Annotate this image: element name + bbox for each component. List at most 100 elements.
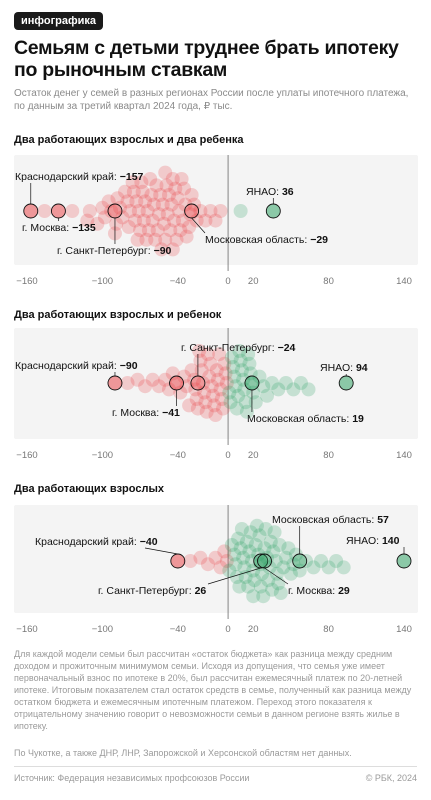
data-point	[145, 372, 160, 387]
data-point	[165, 172, 180, 186]
data-point	[205, 388, 220, 403]
data-point	[174, 172, 189, 186]
tick-label: 140	[396, 450, 412, 461]
data-point	[182, 220, 197, 234]
data-point	[192, 344, 207, 358]
data-point	[234, 522, 249, 536]
data-point	[266, 544, 281, 559]
data-point	[37, 204, 52, 218]
tick-label: −40	[170, 624, 186, 635]
data-point	[203, 204, 218, 218]
data-point	[151, 207, 166, 222]
data-point	[158, 372, 173, 387]
data-point	[173, 223, 188, 238]
data-point	[128, 213, 143, 228]
data-point	[153, 188, 168, 202]
data-point	[271, 382, 286, 397]
point-label: ЯНАО: 140	[346, 535, 400, 547]
tick-label: 0	[225, 276, 230, 287]
label-leader	[144, 547, 178, 555]
data-point	[134, 175, 149, 190]
data-point	[231, 531, 246, 546]
data-point	[189, 392, 204, 406]
data-point	[249, 518, 264, 533]
point-label: Московская область: 57	[272, 514, 389, 526]
data-point	[162, 188, 177, 202]
data-point	[270, 566, 285, 581]
data-point	[169, 376, 184, 390]
data-point	[229, 401, 244, 416]
point-label: г. Санкт-Петербург: −90	[57, 245, 172, 257]
panel-background	[14, 328, 418, 439]
data-point	[146, 197, 161, 212]
point-label: Краснодарский край: −40	[35, 536, 158, 548]
tick-label: −40	[170, 450, 186, 461]
copyright-text: © РБК, 2024	[365, 773, 417, 783]
data-point	[193, 353, 208, 368]
page-title: Семьям с детьми труднее брать ипотеку по…	[14, 37, 399, 81]
data-point	[118, 184, 133, 199]
data-point	[222, 563, 237, 578]
highlighted-point	[107, 203, 123, 219]
point-label: г. Москва: 29	[288, 585, 350, 597]
data-point	[149, 178, 164, 193]
data-point	[123, 204, 138, 218]
data-point	[329, 554, 344, 568]
tick-label: −100	[92, 450, 113, 461]
panel-background	[14, 505, 418, 613]
data-point	[164, 197, 179, 212]
data-point	[140, 204, 155, 218]
highlighted-point	[107, 375, 123, 391]
data-point	[272, 538, 287, 552]
data-point	[306, 560, 321, 575]
tick-label: 20	[248, 624, 259, 635]
page-subtitle: Остаток денег у семей в разных регионах …	[14, 88, 409, 112]
data-point	[80, 213, 95, 228]
data-point	[107, 376, 122, 390]
data-point	[208, 408, 223, 422]
data-point	[199, 404, 214, 419]
data-point	[110, 191, 125, 206]
data-point	[216, 401, 231, 416]
tick-label: −100	[92, 624, 113, 635]
highlighted-point	[169, 375, 184, 391]
data-point	[90, 216, 105, 231]
tick-label: 140	[396, 276, 412, 287]
data-point	[104, 204, 119, 218]
data-point	[190, 401, 205, 416]
tick-label: 0	[225, 450, 230, 461]
data-point	[276, 560, 291, 575]
label-leader	[264, 567, 289, 585]
tick-label: −160	[16, 450, 37, 461]
data-point	[231, 388, 246, 403]
data-point	[253, 579, 268, 594]
data-point	[95, 200, 110, 215]
data-point	[222, 385, 237, 400]
data-point	[169, 232, 184, 247]
highlighted-point	[190, 375, 206, 391]
tick-label: −160	[16, 624, 37, 635]
panel-title: Два работающих взрослых и два ребенка	[14, 134, 244, 146]
data-point	[224, 350, 239, 365]
data-point	[189, 213, 204, 228]
data-point	[321, 560, 336, 575]
data-point	[226, 360, 241, 374]
data-point	[239, 404, 254, 419]
tick-label: 80	[323, 450, 334, 461]
data-point	[397, 554, 411, 568]
data-point	[125, 175, 140, 190]
panel-title: Два работающих взрослых и ребенок	[14, 309, 222, 321]
point-label: Московская область: −29	[205, 234, 328, 246]
data-point	[224, 538, 239, 552]
point-label: ЯНАО: 94	[320, 362, 368, 374]
data-point	[223, 395, 238, 410]
data-point	[126, 184, 141, 199]
data-point	[278, 376, 293, 390]
data-point	[218, 366, 233, 381]
tick-label: 20	[248, 276, 259, 287]
data-point	[145, 213, 160, 228]
data-point	[234, 363, 249, 378]
data-point	[143, 172, 158, 186]
label-leader	[191, 217, 206, 234]
data-point	[82, 204, 97, 218]
